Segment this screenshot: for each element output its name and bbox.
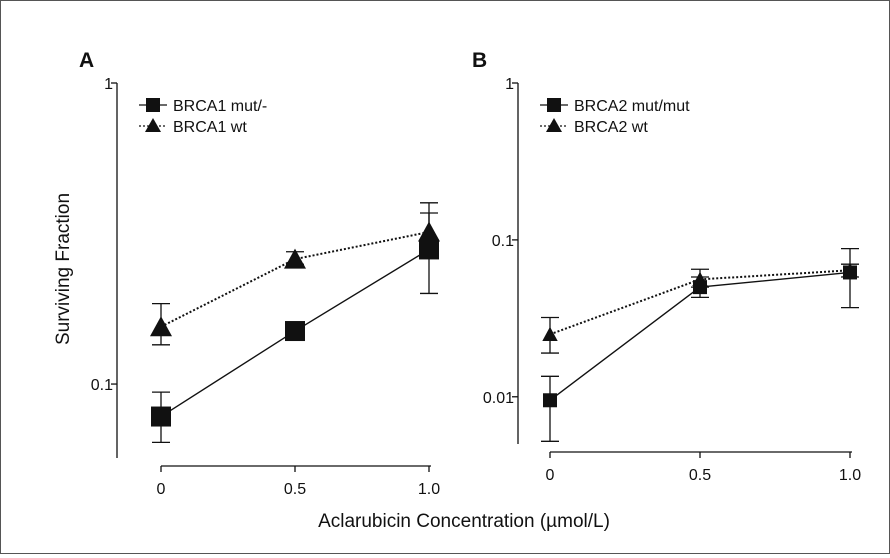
panel-a-series-wt-point	[150, 316, 172, 337]
panel-a-legend-label-0: BRCA1 mut/-	[173, 98, 267, 115]
panel-b-legend-label-1: BRCA2 wt	[574, 119, 648, 136]
panel-b-x-tick-label: 0.5	[689, 467, 711, 484]
shared-x-axis-title: Aclarubicin Concentration (µmol/L)	[318, 511, 610, 532]
panel-a-series-wt-line	[160, 230, 430, 328]
panel-a-x-tick-label: 0.5	[284, 481, 306, 498]
panel-b-series-wt-point	[842, 262, 858, 277]
panel-a-legend-marker-1	[145, 118, 161, 132]
panel-a-chart: A Surviving Fraction 0.1 1 0 0.5 1.0 BRCA1 mu…	[53, 49, 440, 498]
panel-a-legend-marker-0	[146, 98, 160, 112]
panel-a-series-wt-point	[284, 248, 306, 269]
panel-b-legend-label-0: BRCA2 mut/mut	[574, 98, 690, 115]
panel-b-x-tick-label: 0	[546, 467, 555, 484]
panel-b-y-tick-label: 0.1	[492, 233, 514, 250]
panel-b-y-tick-label: 0.01	[483, 390, 514, 407]
panel-a-series-mut-point	[285, 321, 305, 342]
panel-b-y-tick-label: 1	[505, 76, 514, 93]
panel-a-legend-label-1: BRCA1 wt	[173, 119, 247, 136]
panel-b-series-mut-point	[543, 393, 557, 408]
panel-a-y-tick-label: 1	[104, 76, 113, 93]
panel-b-legend-marker-1	[546, 118, 562, 132]
panel-b-legend-marker-0	[547, 98, 561, 112]
panel-b-chart: B 0.01 0.1 1 0 0.5 1.0 BRCA2 mut/mut BRCA2 wt	[472, 49, 861, 484]
panel-a-x-tick-label: 0	[157, 481, 166, 498]
panel-b-series-wt-point	[542, 326, 558, 341]
panel-a-series-mut-point	[151, 406, 171, 427]
panel-b-series-wt-point	[692, 271, 708, 287]
panel-a-letter: A	[79, 49, 94, 72]
panel-a-x-tick-label: 1.0	[418, 481, 440, 498]
panel-a-series-mut-point	[419, 239, 439, 260]
panel-b-series-wt-line	[549, 269, 851, 336]
panel-a-y-axis-title: Surviving Fraction	[53, 193, 74, 345]
panel-a-y-tick-label: 0.1	[91, 377, 113, 394]
panel-a-series-wt-point	[418, 221, 440, 242]
panel-b-x-tick-label: 1.0	[839, 467, 861, 484]
panel-b-letter: B	[472, 49, 487, 72]
